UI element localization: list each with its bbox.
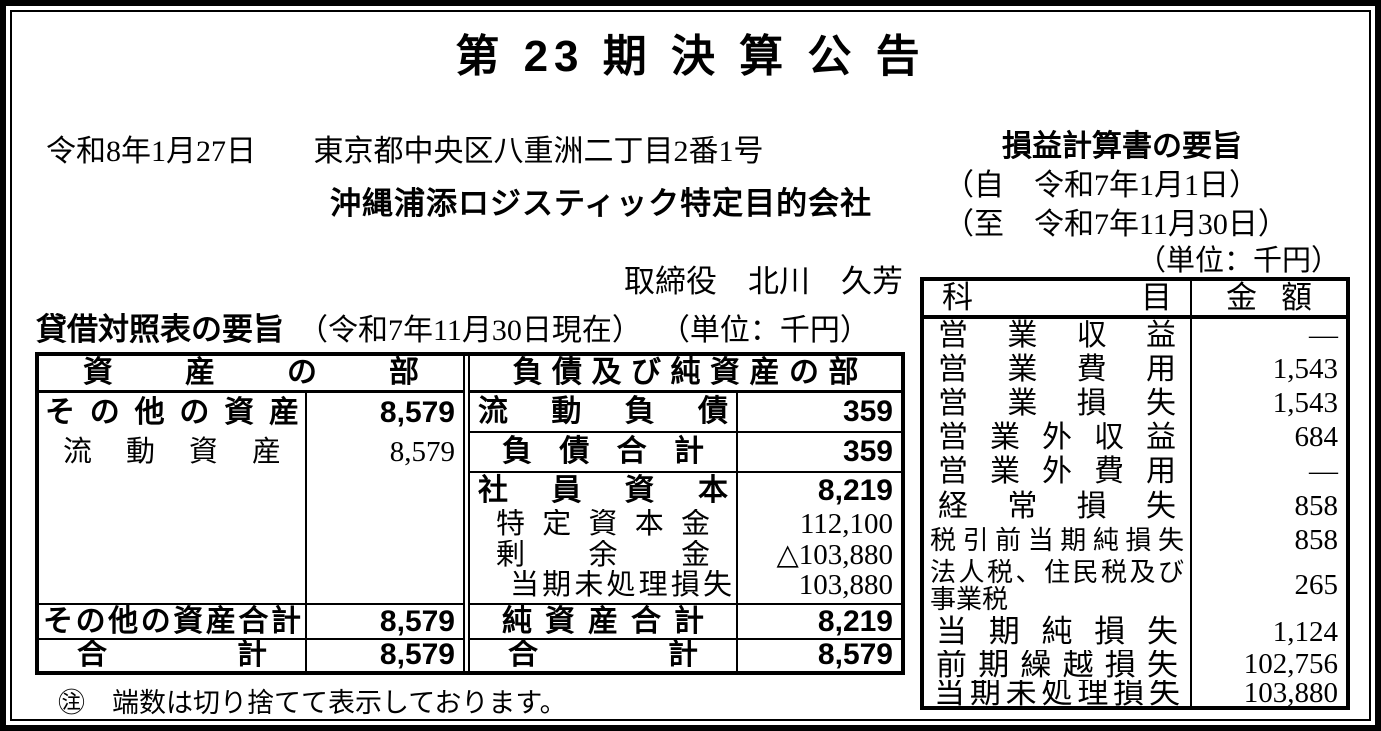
row-label: 前期繰越損失 — [936, 650, 1178, 680]
row-value: ― — [1309, 455, 1338, 487]
row-label: 法人税、住民税及び事業税 — [930, 558, 1184, 614]
row-label: 営業外費用 — [938, 455, 1176, 488]
balance-sheet-caption-line: 貸借対照表の要旨 （令和7年11月30日現在） （単位：千円） — [36, 304, 870, 349]
liabilities-grand-total-value: 8,579 — [817, 640, 893, 671]
table-row: 当期純損失 1,124 — [924, 615, 1346, 650]
row-value: 265 — [1294, 569, 1339, 601]
capital-row-value: 103,880 — [798, 570, 893, 601]
table-row: 営業費用 1,543 — [924, 353, 1346, 387]
row-label: 営業損失 — [938, 387, 1176, 420]
company-address: 東京都中央区八重洲二丁目2番1号 — [313, 135, 764, 168]
asset-row-label: 流動資産 — [63, 436, 281, 468]
row-value: 1,543 — [1272, 387, 1338, 419]
liabilities-grand-total-label: 合計 — [508, 640, 698, 671]
table-row: 営業外費用 ― — [924, 455, 1346, 489]
capital-row-value: 8,219 — [817, 474, 893, 507]
row-label: 営業費用 — [938, 353, 1176, 386]
company-name: 沖縄浦添ロジスティック特定目的会社 — [330, 186, 873, 221]
capital-row-label: 社員資本 — [478, 474, 728, 507]
balance-sheet-table: 資産の部 その他の資産 流動資産 8,579 8,579 その他の資産合計 8,… — [35, 352, 905, 675]
liabilities-header: 負債及び純資産の部 — [470, 356, 901, 393]
row-label: 経常損失 — [938, 490, 1176, 523]
assets-total-value: 8,579 — [379, 605, 455, 638]
table-row: 経常損失 858 — [924, 489, 1346, 525]
net-assets-total-value: 8,219 — [817, 605, 893, 638]
row-label: 当期未処理損失 — [934, 680, 1180, 706]
assets-grand-total-value: 8,579 — [379, 640, 455, 671]
capital-row-value: △103,880 — [776, 540, 893, 570]
capital-row-label: 特定資本金 — [496, 509, 710, 540]
liability-row: 流動負債 359 — [470, 393, 901, 433]
row-label: 営業外収益 — [938, 421, 1176, 454]
date-address-line: 令和8年1月27日 東京都中央区八重洲二丁目2番1号 — [46, 126, 764, 170]
table-row: 前期繰越損失 102,756 — [924, 650, 1346, 680]
liability-row-value: 359 — [842, 395, 893, 428]
page-inner-frame — [10, 10, 1371, 721]
asset-row-value: 8,579 — [389, 436, 455, 468]
liabilities-header-label: 負債及び純資産の部 — [512, 356, 859, 389]
table-row: 営業収益 ― — [924, 319, 1346, 353]
liabilities-section: 負債及び純資産の部 流動負債 359 負債合計 359 社員資本 特定資本金 剰… — [468, 356, 901, 671]
liability-row-label: 流動負債 — [478, 395, 728, 428]
net-assets-total-label: 純資産合計 — [502, 605, 704, 638]
column-header-amount: 金額 — [1226, 280, 1312, 315]
capital-row-label: 当期未処理損失 — [510, 570, 732, 601]
assets-body: その他の資産 流動資産 8,579 8,579 — [39, 393, 463, 605]
announcement-title: 第 23 期 決 算 公 告 — [455, 32, 926, 81]
table-row: 税引前当期純損失 858 — [924, 525, 1346, 557]
column-header-item: 科目 — [942, 280, 1172, 315]
liability-total-label: 負債合計 — [502, 435, 704, 468]
income-statement-period-to: （至 令和7年11月30日） — [944, 208, 1288, 241]
income-statement-heading: 損益計算書の要旨 （自 令和7年1月1日） （至 令和7年11月30日） （単位… — [944, 128, 1344, 278]
representative-name: 取締役 北川 久芳 — [624, 264, 903, 299]
balance-sheet-unit: （単位：千円） — [659, 314, 870, 347]
liability-total-value: 359 — [842, 435, 893, 468]
row-value: 858 — [1294, 490, 1339, 522]
report-date: 令和8年1月27日 — [46, 135, 256, 168]
row-label: 営業収益 — [938, 319, 1176, 352]
rounding-note: ㊟ 端数は切り捨てて表示しております。 — [58, 688, 567, 718]
assets-header: 資産の部 — [39, 356, 463, 393]
row-value: 102,756 — [1243, 650, 1338, 680]
assets-section: 資産の部 その他の資産 流動資産 8,579 8,579 その他の資産合計 8,… — [39, 356, 465, 671]
assets-total-row: その他の資産合計 8,579 — [39, 605, 463, 640]
income-statement-unit: （単位：千円） — [1136, 245, 1340, 277]
row-label: 当期純損失 — [936, 615, 1178, 649]
table-row: 法人税、住民税及び事業税 265 — [924, 557, 1346, 615]
table-row: 営業外収益 684 — [924, 421, 1346, 455]
row-value: 1,543 — [1272, 353, 1338, 385]
liability-total-row: 負債合計 359 — [470, 433, 901, 473]
row-value: 858 — [1294, 525, 1339, 556]
row-label: 税引前当期純損失 — [930, 526, 1184, 555]
assets-header-label: 資産の部 — [83, 356, 419, 389]
income-statement-period-from: （自 令和7年1月1日） — [944, 169, 1259, 202]
row-value: 103,880 — [1243, 680, 1338, 706]
income-statement-table: 科目 金額 営業収益 ― 営業費用 1,543 営業損失 1,543 営業外収益… — [920, 277, 1350, 710]
balance-sheet-caption: 貸借対照表の要旨 — [36, 312, 284, 347]
table-row: 当期未処理損失 103,880 — [924, 680, 1346, 706]
capital-row-label: 剰余金 — [496, 540, 710, 570]
income-statement-header-row: 科目 金額 — [924, 281, 1346, 319]
asset-row-label: その他の資産 — [45, 396, 299, 429]
assets-grand-total-label: 合計 — [77, 640, 267, 671]
row-value: 1,124 — [1272, 616, 1338, 648]
income-statement-caption: 損益計算書の要旨 — [1002, 130, 1242, 163]
liabilities-grand-total-row: 合計 8,579 — [470, 640, 901, 671]
member-capital-block: 社員資本 特定資本金 剰余金 当期未処理損失 8,219 112,100 △10… — [470, 473, 901, 605]
row-value: ― — [1309, 319, 1338, 351]
assets-total-label: その他の資産合計 — [43, 605, 301, 638]
row-value: 684 — [1294, 421, 1339, 453]
net-assets-total-row: 純資産合計 8,219 — [470, 605, 901, 640]
assets-grand-total-row: 合計 8,579 — [39, 640, 463, 671]
balance-sheet-as-of: （令和7年11月30日現在） — [298, 314, 642, 347]
asset-row-value: 8,579 — [379, 396, 455, 429]
capital-row-value: 112,100 — [799, 509, 893, 540]
table-row: 営業損失 1,543 — [924, 387, 1346, 421]
